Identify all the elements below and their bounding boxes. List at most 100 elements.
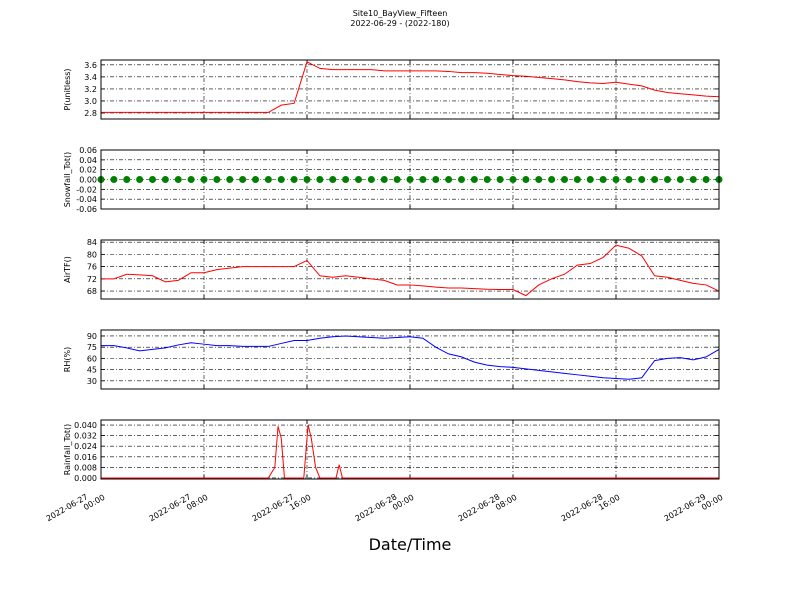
x-tick-label: 2022-06-29 00:00 [663, 485, 725, 531]
data-point [638, 176, 646, 183]
data-line [101, 335, 720, 380]
data-point [161, 176, 169, 183]
y-axis-label: Rainfall_Tot() [63, 424, 72, 476]
x-tick-label: 2022-06-27 08:00 [148, 485, 210, 531]
y-tick-label: 3.2 [84, 85, 97, 94]
data-point [380, 176, 388, 183]
y-tick-label: 0.032 [74, 432, 97, 441]
y-tick-label: 72 [87, 275, 97, 284]
data-point [689, 176, 697, 183]
data-point [522, 176, 530, 183]
data-point [200, 176, 208, 183]
plot-frame [100, 59, 720, 120]
data-point [187, 176, 195, 183]
data-point [342, 176, 350, 183]
y-tick-label: 76 [87, 263, 97, 272]
data-point [470, 176, 478, 183]
data-point [329, 176, 337, 183]
x-tick-label: 2022-06-28 08:00 [457, 485, 519, 531]
data-point [239, 176, 247, 183]
y-tick-label: 0.02 [79, 166, 97, 175]
data-point [303, 176, 311, 183]
data-line [101, 424, 719, 479]
y-tick-label: 3.6 [84, 61, 97, 70]
y-tick-label: 2.8 [84, 109, 97, 118]
data-point [136, 176, 144, 183]
y-tick-label: -0.04 [76, 195, 97, 204]
data-point [226, 176, 234, 183]
x-tick-label: 2022-06-27 16:00 [251, 485, 313, 531]
y-tick-label: 75 [87, 343, 97, 352]
data-point [599, 176, 607, 183]
y-tick-label: 0.024 [74, 442, 97, 451]
data-point [367, 176, 375, 183]
data-point [355, 176, 362, 183]
data-point [612, 176, 620, 183]
data-point [664, 176, 671, 183]
x-axis-label: Date/Time [369, 535, 452, 554]
y-tick-label: 3.4 [84, 73, 97, 82]
data-point [561, 176, 568, 183]
y-tick-label: 0.008 [74, 463, 97, 472]
plot-frame [100, 149, 720, 210]
data-point [110, 176, 118, 183]
data-point [393, 176, 401, 183]
y-tick-label: 84 [87, 238, 97, 247]
data-point [483, 176, 491, 183]
data-point [676, 176, 684, 183]
data-point [123, 176, 131, 183]
data-point [277, 176, 285, 183]
y-tick-label: 0.04 [79, 156, 97, 165]
data-point [419, 176, 427, 183]
data-point [573, 176, 581, 183]
plot-frame [100, 239, 720, 300]
title: Site10_BayView_Fifteen [353, 9, 448, 18]
y-axis-label: AirTF() [63, 256, 72, 283]
x-tick-label: 2022-06-28 00:00 [354, 485, 416, 531]
x-tick-label: 2022-06-28 16:00 [560, 485, 622, 531]
data-point [149, 176, 156, 183]
y-tick-label: 90 [87, 332, 97, 341]
y-tick-label: 80 [87, 250, 97, 259]
data-point [252, 176, 259, 183]
y-tick-label: 0.06 [79, 146, 97, 155]
data-point [264, 176, 272, 183]
y-tick-label: -0.02 [76, 185, 97, 194]
data-point [445, 176, 453, 183]
data-line [101, 244, 720, 297]
data-point [509, 176, 517, 183]
data-point [496, 176, 504, 183]
plot-frame [100, 419, 720, 480]
plot-frame [100, 329, 720, 390]
data-point [535, 176, 543, 183]
y-axis-label: RH(%) [63, 347, 72, 372]
data-point [548, 176, 556, 183]
data-point [316, 176, 324, 183]
y-tick-label: 0.00 [79, 176, 97, 185]
y-axis-label: P(unitless) [63, 68, 72, 110]
x-tick-label: 2022-06-27 00:00 [45, 485, 107, 531]
subtitle: 2022-06-29 - (2022-180) [350, 19, 449, 28]
data-point [290, 176, 298, 183]
data-point [458, 176, 465, 183]
y-axis-label: Snowfall_Tot() [63, 152, 72, 208]
data-point [625, 176, 633, 183]
y-tick-label: 30 [87, 377, 97, 386]
data-point [651, 176, 659, 183]
data-point [432, 176, 440, 183]
y-tick-label: 0.016 [74, 453, 97, 462]
y-tick-label: 3.0 [84, 97, 97, 106]
y-tick-label: -0.06 [76, 205, 97, 214]
data-point [213, 176, 221, 183]
y-tick-label: 45 [87, 366, 97, 375]
data-line [101, 61, 720, 113]
y-tick-label: 68 [87, 287, 97, 296]
y-tick-label: 0.040 [74, 421, 97, 430]
data-point [174, 176, 182, 183]
data-point [586, 176, 594, 183]
data-point [702, 176, 710, 183]
y-tick-label: 60 [87, 354, 97, 363]
data-point [406, 176, 414, 183]
y-tick-label: 0.000 [74, 474, 97, 483]
